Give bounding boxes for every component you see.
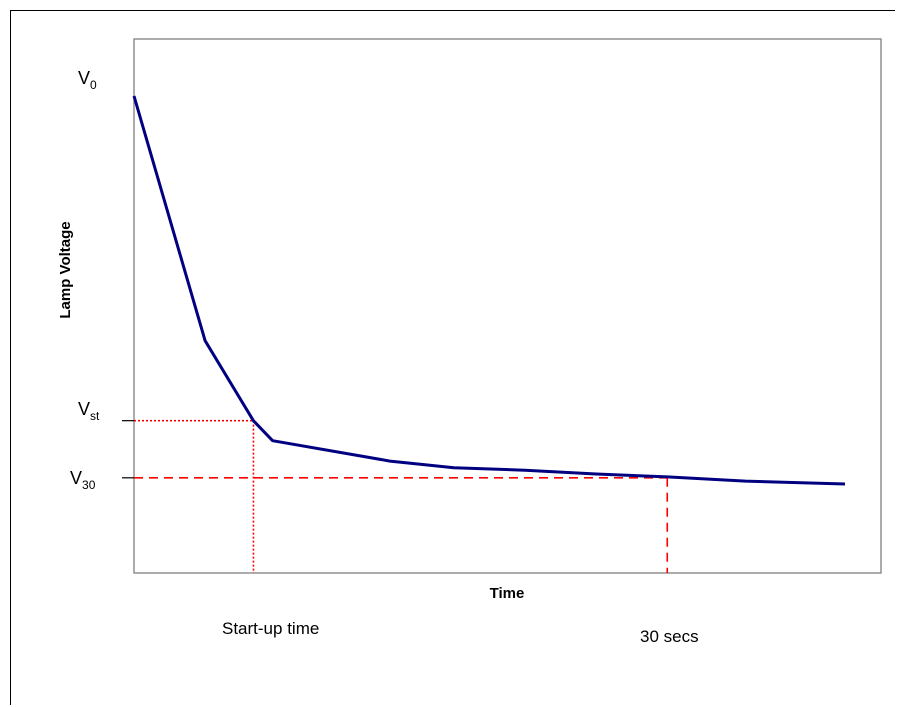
vst-label: Vst	[78, 399, 100, 423]
thirty-secs-label: 30 secs	[640, 627, 699, 646]
v0-label: V0	[78, 68, 97, 92]
v30-label-sub: 30	[82, 478, 96, 492]
x-axis-title: Time	[490, 585, 525, 602]
v0-label-sub: 0	[90, 78, 97, 92]
startup-time-label: Start-up time	[222, 619, 319, 638]
lamp-voltage-curve	[132, 95, 846, 486]
plot-area-border	[133, 38, 882, 574]
v0-label-main: V	[78, 68, 90, 88]
y-axis-title: Lamp Voltage	[57, 221, 74, 318]
v30-label-main: V	[70, 468, 82, 488]
v30-label: V30	[70, 468, 96, 492]
vst-label-sub: st	[90, 409, 100, 423]
vst-label-main: V	[78, 399, 90, 419]
figure-frame	[10, 10, 895, 705]
